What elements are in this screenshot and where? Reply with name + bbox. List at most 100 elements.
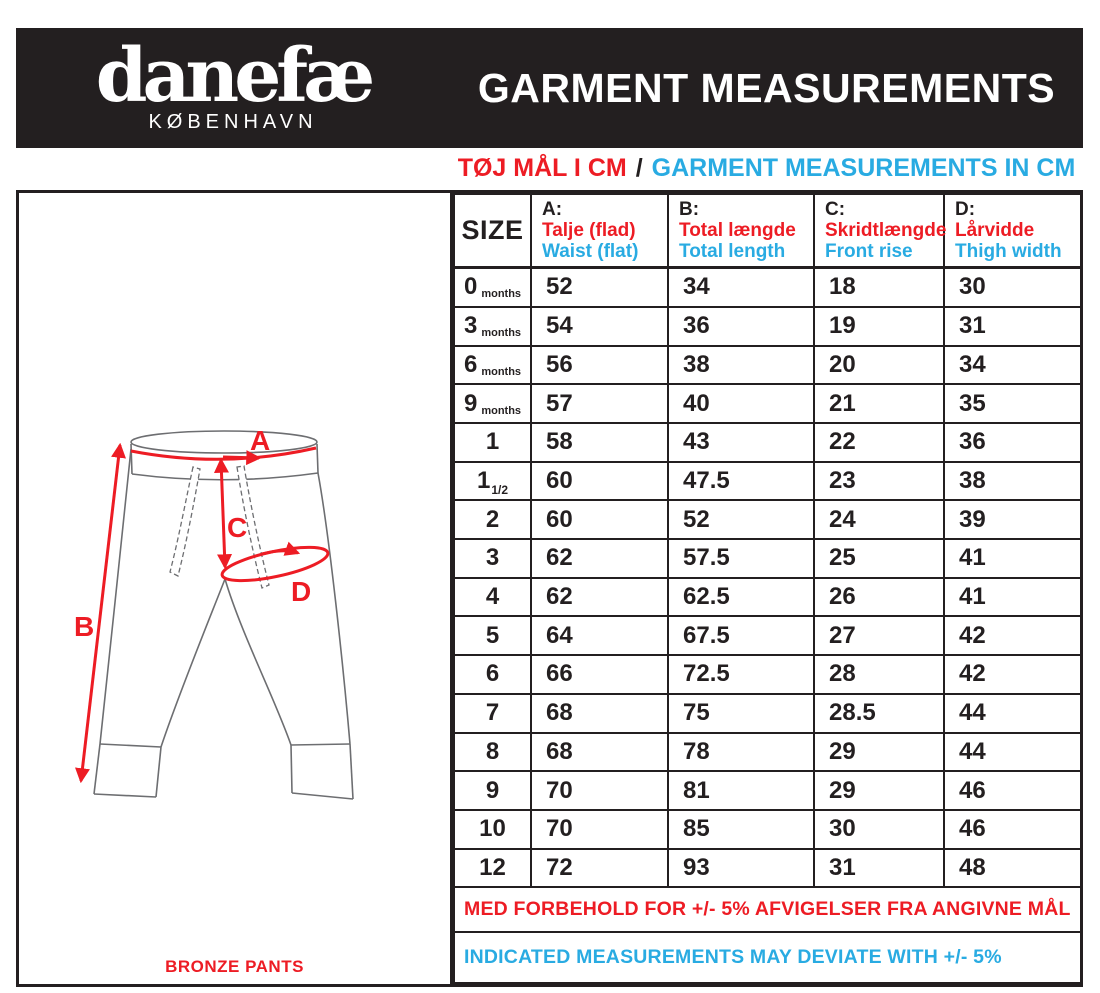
value-thigh-width: 34 bbox=[943, 344, 1082, 386]
size-number: 9 bbox=[485, 776, 500, 804]
value-total-length: 67.5 bbox=[667, 615, 815, 657]
value-front-rise: 28.5 bbox=[813, 692, 945, 734]
value-total-length: 34 bbox=[667, 266, 815, 308]
label-d: D bbox=[291, 576, 311, 607]
column-b-danish: Total længde bbox=[679, 220, 796, 241]
value-thigh-width: 48 bbox=[943, 847, 1082, 889]
size-label: 9 bbox=[453, 770, 532, 811]
column-header-c: C: Skridtlængde Front rise bbox=[813, 193, 946, 269]
value-thigh-width: 31 bbox=[943, 305, 1082, 347]
value-front-rise: 22 bbox=[813, 421, 945, 463]
value-waist: 60 bbox=[530, 499, 669, 541]
size-label: 12 bbox=[453, 847, 532, 889]
value-waist: 56 bbox=[530, 344, 669, 386]
value-waist: 64 bbox=[530, 615, 669, 657]
label-a: A bbox=[250, 425, 270, 456]
value-front-rise: 23 bbox=[813, 460, 945, 502]
column-c-letter: C: bbox=[825, 199, 846, 220]
note-english: INDICATED MEASUREMENTS MAY DEVIATE WITH … bbox=[453, 931, 1082, 984]
value-thigh-width: 39 bbox=[943, 499, 1082, 541]
table-row: 2 60 52 24 39 bbox=[453, 499, 1082, 541]
value-total-length: 52 bbox=[667, 499, 815, 541]
value-waist: 70 bbox=[530, 808, 669, 850]
column-header-d: D: Lårvidde Thigh width bbox=[943, 193, 1082, 269]
value-front-rise: 31 bbox=[813, 847, 945, 889]
table-row: 6 months 56 38 20 34 bbox=[453, 344, 1082, 386]
value-front-rise: 20 bbox=[813, 344, 945, 386]
table-row: 7 68 75 28.5 44 bbox=[453, 692, 1082, 734]
value-waist: 68 bbox=[530, 731, 669, 773]
size-table: SIZE A: Talje (flad) Waist (flat) B: Tot… bbox=[453, 193, 1082, 984]
size-number: 7 bbox=[485, 699, 500, 727]
value-waist: 66 bbox=[530, 654, 669, 695]
value-front-rise: 29 bbox=[813, 731, 945, 773]
column-d-letter: D: bbox=[955, 199, 976, 220]
column-d-danish: Lårvidde bbox=[955, 220, 1035, 241]
value-thigh-width: 41 bbox=[943, 576, 1082, 618]
value-thigh-width: 44 bbox=[943, 692, 1082, 734]
size-number: 2 bbox=[485, 505, 500, 533]
table-row: 8 68 78 29 44 bbox=[453, 731, 1082, 773]
size-label: 11/2 bbox=[453, 460, 532, 502]
product-name: BRONZE PANTS bbox=[165, 957, 304, 976]
label-c: C bbox=[227, 512, 247, 543]
size-label: 1 bbox=[453, 421, 532, 463]
size-number: 1 bbox=[476, 466, 491, 494]
value-total-length: 40 bbox=[667, 383, 815, 424]
note-row-danish: MED FORBEHOLD FOR +/- 5% AFVIGELSER FRA … bbox=[453, 886, 1082, 934]
column-d-english: Thigh width bbox=[955, 241, 1062, 262]
value-thigh-width: 38 bbox=[943, 460, 1082, 502]
brand-city-label: KØBENHAVN bbox=[148, 111, 318, 134]
table-row: 3 months 54 36 19 31 bbox=[453, 305, 1082, 347]
table-header-row: SIZE A: Talje (flad) Waist (flat) B: Tot… bbox=[453, 193, 1082, 269]
pants-diagram: A B C D bbox=[74, 425, 354, 800]
value-front-rise: 30 bbox=[813, 808, 945, 850]
subtitle-line: TØJ MÅL I CM / GARMENT MEASUREMENTS IN C… bbox=[450, 149, 1083, 187]
size-suffix: months bbox=[481, 288, 522, 301]
table-row: 3 62 57.5 25 41 bbox=[453, 538, 1082, 579]
value-waist: 68 bbox=[530, 692, 669, 734]
table-row: 10 70 85 30 46 bbox=[453, 808, 1082, 850]
value-total-length: 57.5 bbox=[667, 538, 815, 579]
value-thigh-width: 36 bbox=[943, 421, 1082, 463]
size-label: 2 bbox=[453, 499, 532, 541]
size-suffix: months bbox=[481, 404, 522, 417]
value-total-length: 93 bbox=[667, 847, 815, 889]
value-front-rise: 27 bbox=[813, 615, 945, 657]
size-table-body: 0 months 52 34 18 30 3 months 54 36 19 31 … bbox=[453, 266, 1082, 889]
value-total-length: 85 bbox=[667, 808, 815, 850]
size-number: 6 bbox=[485, 660, 500, 688]
size-suffix: months bbox=[481, 327, 522, 340]
value-total-length: 62.5 bbox=[667, 576, 815, 618]
value-thigh-width: 30 bbox=[943, 266, 1082, 308]
measurement-sheet: A B C D BRONZE PANTS SIZE A: Talje (flad… bbox=[16, 190, 1083, 987]
subtitle-english: GARMENT MEASUREMENTS IN CM bbox=[651, 153, 1076, 182]
size-label: 8 bbox=[453, 731, 532, 773]
size-number: 12 bbox=[479, 854, 506, 882]
size-suffix: 1/2 bbox=[491, 482, 509, 497]
table-row: 5 64 67.5 27 42 bbox=[453, 615, 1082, 657]
arrow-a bbox=[222, 450, 262, 466]
value-thigh-width: 46 bbox=[943, 770, 1082, 811]
size-label: 3 bbox=[453, 538, 532, 579]
size-number: 5 bbox=[485, 621, 500, 649]
arrow-c bbox=[213, 457, 233, 570]
value-thigh-width: 42 bbox=[943, 654, 1082, 695]
value-waist: 62 bbox=[530, 576, 669, 618]
value-thigh-width: 35 bbox=[943, 383, 1082, 424]
size-number: 10 bbox=[479, 815, 506, 843]
value-front-rise: 25 bbox=[813, 538, 945, 579]
value-total-length: 81 bbox=[667, 770, 815, 811]
value-front-rise: 26 bbox=[813, 576, 945, 618]
size-number: 9 bbox=[463, 389, 478, 417]
arrow-b bbox=[75, 442, 126, 784]
table-row: 11/2 60 47.5 23 38 bbox=[453, 460, 1082, 502]
size-label: 6 months bbox=[453, 344, 532, 386]
column-header-b: B: Total længde Total length bbox=[667, 193, 815, 269]
size-suffix: months bbox=[481, 365, 522, 378]
note-danish: MED FORBEHOLD FOR +/- 5% AFVIGELSER FRA … bbox=[453, 886, 1082, 934]
table-row: 1 58 43 22 36 bbox=[453, 421, 1082, 463]
size-number: 8 bbox=[485, 737, 500, 765]
value-waist: 60 bbox=[530, 460, 669, 502]
value-thigh-width: 46 bbox=[943, 808, 1082, 850]
